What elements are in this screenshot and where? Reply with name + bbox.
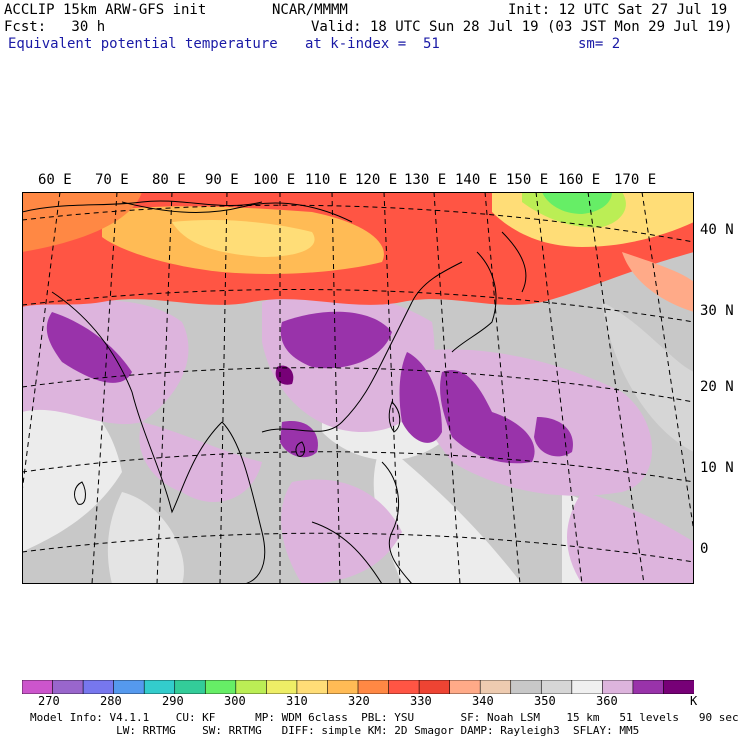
- colorbar-swatch: [388, 680, 420, 694]
- colorbar-swatch: [418, 680, 451, 694]
- colorbar-swatch: [449, 680, 481, 694]
- colorbar-unit: K: [690, 694, 698, 708]
- colorbar-swatch: [479, 680, 512, 694]
- colorbar-swatch: [663, 680, 694, 694]
- lon-label: 140 E: [455, 172, 498, 188]
- colorbar-label: 360: [596, 694, 618, 708]
- lon-label: 150 E: [506, 172, 549, 188]
- lat-label: 40 N: [700, 222, 734, 238]
- valid-time: Valid: 18 UTC Sun 28 Jul 19 (03 JST Mon …: [311, 19, 733, 35]
- organization-label: NCAR/MMMM: [272, 2, 348, 18]
- lon-label: 100 E: [253, 172, 296, 188]
- lon-label: 90 E: [205, 172, 239, 188]
- colorbar-swatch: [174, 680, 207, 694]
- model-info-line1: Model Info: V4.1.1 CU: KF MP: WDM 6class…: [30, 711, 739, 724]
- colorbar-swatch: [632, 680, 665, 694]
- colorbar-label: 320: [348, 694, 370, 708]
- colorbar-label: 270: [38, 694, 60, 708]
- colorbar-swatch: [357, 680, 390, 694]
- colorbar-swatch: [113, 680, 145, 694]
- map-frame: [22, 192, 694, 584]
- colorbar-label: 330: [410, 694, 432, 708]
- colorbar: [22, 680, 694, 694]
- lon-label: 110 E: [305, 172, 348, 188]
- lat-label: 30 N: [700, 303, 734, 319]
- lon-label: 80 E: [152, 172, 186, 188]
- lon-label: 70 E: [95, 172, 129, 188]
- colorbar-swatch: [143, 680, 176, 694]
- colorbar-swatch: [602, 680, 634, 694]
- colorbar-label: 300: [224, 694, 246, 708]
- colorbar-swatch: [204, 680, 237, 694]
- init-time: Init: 12 UTC Sat 27 Jul 19: [508, 2, 728, 18]
- level-label: at k-index = 51: [305, 36, 440, 52]
- colorbar-swatch: [22, 680, 54, 694]
- graticule: [22, 192, 694, 584]
- colorbar-label: 350: [534, 694, 556, 708]
- lat-label: 20 N: [700, 379, 734, 395]
- colorbar-swatch: [296, 680, 329, 694]
- theta-e-map: [22, 192, 694, 584]
- colorbar-label: 280: [100, 694, 122, 708]
- lon-label: 160 E: [558, 172, 601, 188]
- colorbar-swatch: [82, 680, 115, 694]
- lon-label: 170 E: [614, 172, 657, 188]
- lon-label: 120 E: [355, 172, 398, 188]
- colorbar-swatch: [266, 680, 298, 694]
- dark-purple-regions: [46, 311, 573, 464]
- colorbar-swatch: [540, 680, 573, 694]
- colorbar-label: 340: [472, 694, 494, 708]
- colorbar-label: 310: [286, 694, 308, 708]
- lon-label: 130 E: [404, 172, 447, 188]
- colorbar-label: 290: [162, 694, 184, 708]
- lat-label: 0: [700, 541, 709, 557]
- model-info-line2: LW: RRTMG SW: RRTMG DIFF: simple KM: 2D …: [30, 724, 640, 737]
- colorbar-swatch: [235, 680, 268, 694]
- colorbar-swatch: [510, 680, 543, 694]
- smoothing-label: sm= 2: [578, 36, 621, 52]
- forecast-hour: Fcst: 30 h: [4, 19, 106, 35]
- colorbar-swatch: [327, 680, 359, 694]
- colorbar-swatch: [52, 680, 84, 694]
- field-name: Equivalent potential temperature: [8, 36, 278, 52]
- lat-label: 10 N: [700, 460, 734, 476]
- colorbar-swatch: [571, 680, 604, 694]
- model-title: ACCLIP 15km ARW-GFS init: [4, 2, 207, 18]
- coastlines: [22, 200, 527, 584]
- lon-label: 60 E: [38, 172, 72, 188]
